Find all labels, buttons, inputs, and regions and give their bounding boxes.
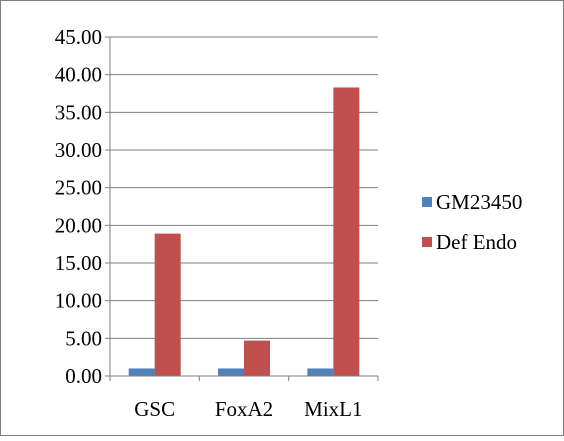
bars xyxy=(128,87,360,377)
y-tick-label: 15.00 xyxy=(55,251,102,275)
y-tick-label: 25.00 xyxy=(55,176,102,200)
y-tick-label: 10.00 xyxy=(55,289,102,313)
y-tick-label: 35.00 xyxy=(55,100,102,124)
bar-def-endo xyxy=(154,233,181,376)
y-tick-label: 30.00 xyxy=(55,138,102,162)
x-tick-label: MixL1 xyxy=(304,397,362,421)
legend: GM23450 Def Endo xyxy=(422,190,522,254)
y-tick-label: 40.00 xyxy=(55,63,102,87)
y-tick-label: 45.00 xyxy=(55,25,102,49)
bar-def-endo xyxy=(244,340,270,376)
y-tick-label: 20.00 xyxy=(55,213,102,237)
legend-label: GM23450 xyxy=(436,190,522,214)
bar-def-endo xyxy=(333,87,360,377)
x-tick-label: GSC xyxy=(134,397,175,421)
x-tick-label: FoxA2 xyxy=(215,397,273,421)
y-tick-label: 5.00 xyxy=(65,326,102,350)
y-tick-label: 0.00 xyxy=(65,364,102,388)
legend-swatch xyxy=(422,197,432,207)
axes: 0.00 5.00 10.00 15.00 20.00 25.00 30.00 35.00 40… xyxy=(55,25,379,421)
legend-swatch xyxy=(422,237,432,247)
bar-gm23450 xyxy=(218,368,244,376)
bar-gm23450 xyxy=(307,368,334,376)
legend-label: Def Endo xyxy=(436,230,517,254)
bar-gm23450 xyxy=(128,368,155,376)
